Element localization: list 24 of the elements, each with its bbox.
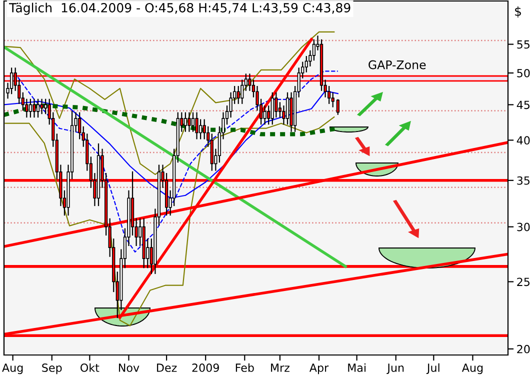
y-axis-title: $ (515, 6, 521, 18)
y-tick-label: 30 (517, 222, 530, 232)
y-tick-label: 55 (517, 40, 530, 49)
x-tick-label: Jun (386, 364, 404, 374)
x-tick-label: Jul (426, 363, 440, 374)
x-tick-label: Feb (236, 363, 254, 372)
x-tick-label: Mrz (271, 364, 290, 372)
x-tick-label: Dez (157, 364, 177, 372)
y-tick-label: 45 (516, 100, 530, 110)
band-label: GAP-Zone (368, 60, 426, 70)
x-tick-label: 2009 (192, 364, 219, 372)
y-tick-label: 50 (517, 68, 530, 78)
x-tick-label: Aug (2, 364, 23, 374)
y-tick-label: 35 (517, 176, 530, 185)
y-tick-label: 25 (517, 278, 530, 286)
x-tick-label: Sep (42, 364, 62, 374)
chart-title: Täglich 16.04.2009 - O:45,68 H:45,74 L:43,59 C:43,89 (9, 2, 350, 15)
x-tick-label: Aug (462, 364, 483, 374)
y-tick-label: 20 (517, 344, 530, 354)
x-tick-label: Okt (80, 363, 100, 372)
y-tick-label: 40 (516, 136, 530, 145)
x-tick-label: Nov (118, 364, 140, 372)
x-tick-label: Apr (309, 364, 329, 374)
x-tick-label: Mai (348, 363, 366, 372)
